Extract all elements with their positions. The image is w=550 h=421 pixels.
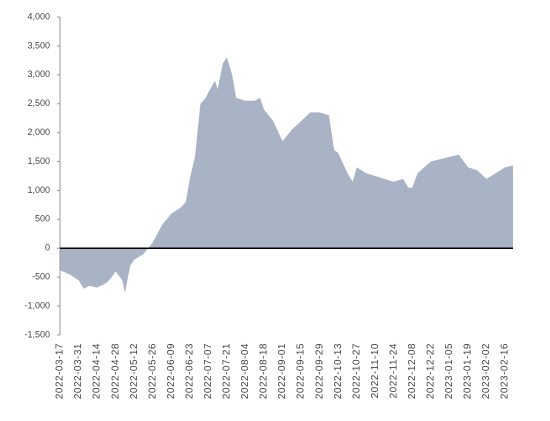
x-tick-label: 2022-05-26 [147,343,158,399]
y-tick-label: 2,500 [27,98,50,108]
y-tick-label: 1,000 [27,185,50,195]
x-tick-label: 2023-02-16 [500,343,511,399]
x-tick-label: 2023-01-05 [444,343,455,399]
x-tick-label: 2023-01-19 [463,343,474,399]
x-tick-label: 2022-06-23 [184,343,195,399]
x-tick-label: 2022-08-18 [259,343,270,399]
y-tick-label: 1,500 [27,156,50,166]
y-tick-label: 2,000 [27,127,50,137]
x-tick-label: 2022-09-15 [296,343,307,399]
y-tick-label: 500 [35,214,50,224]
x-tick-label: 2022-12-08 [407,343,418,399]
x-tick-label: 2022-09-29 [314,343,325,399]
y-tick-label: 0 [45,243,50,253]
x-tick-label: 2022-03-17 [55,343,66,399]
x-tick-label: 2022-03-31 [73,343,84,399]
x-tick-label: 2022-04-28 [110,343,121,399]
x-tick-label: 2022-05-12 [129,343,140,399]
y-tick-label: 3,000 [27,69,50,79]
x-tick-label: 2022-09-01 [277,343,288,399]
x-tick-label: 2023-02-02 [481,343,492,399]
x-tick-label: 2022-07-21 [222,343,233,399]
x-tick-label: 2022-07-07 [203,343,214,399]
y-tick-label: 3,500 [27,40,50,50]
x-tick-label: 2022-04-14 [92,343,103,399]
area [60,57,513,294]
x-tick-label: 2022-11-10 [370,343,381,398]
x-tick-label: 2022-08-04 [240,343,251,399]
y-tick-label: -1,500 [24,329,50,339]
x-tick-label: 2022-11-24 [388,343,399,398]
x-tick-label: 2022-10-27 [351,343,362,399]
x-tick-label: 2022-10-13 [333,343,344,399]
x-tick-label: 2022-06-09 [166,343,177,399]
y-tick-label: 4,000 [27,11,50,21]
y-tick-label: -500 [32,272,50,282]
y-tick-label: -1,000 [24,300,50,310]
x-tick-label: 2022-12-22 [426,343,437,399]
